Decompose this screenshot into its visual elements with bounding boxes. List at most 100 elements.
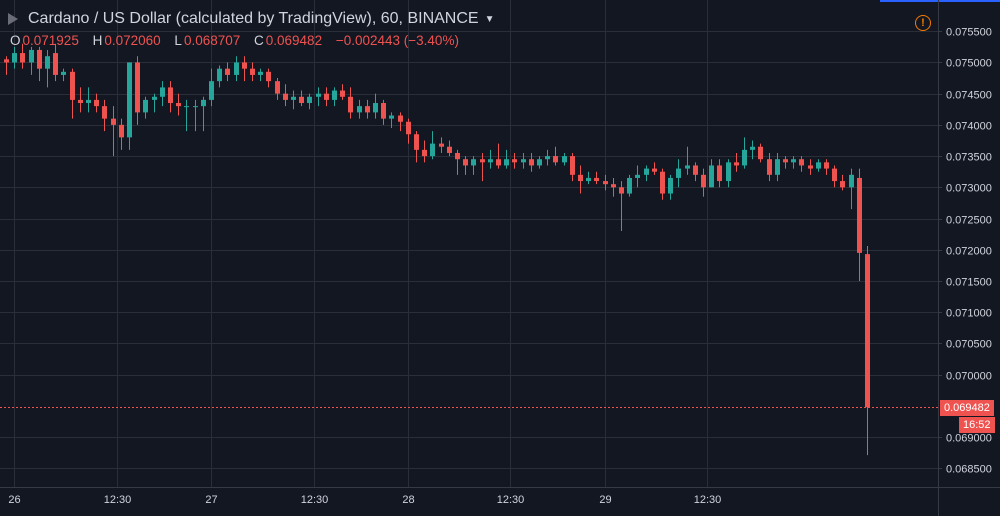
candle: [685, 146, 690, 175]
time-tick-label: 12:30: [301, 494, 329, 506]
candle: [652, 162, 657, 175]
high-label: H: [92, 33, 103, 48]
candle-body: [291, 96, 296, 100]
candle: [250, 62, 255, 82]
candle-body: [512, 159, 517, 163]
candle-body: [775, 159, 780, 175]
candle: [94, 93, 99, 113]
low-label: L: [174, 33, 182, 48]
candle-body: [299, 96, 304, 104]
flag-icon[interactable]: [8, 13, 20, 25]
candle: [381, 99, 386, 125]
symbol-title[interactable]: Cardano / US Dollar (calculated by Tradi…: [28, 10, 479, 27]
candle-body: [94, 99, 99, 107]
candle-body: [594, 177, 599, 182]
candle-body: [750, 146, 755, 150]
candle-body: [709, 165, 714, 188]
candle-body: [119, 124, 124, 138]
candle-body: [348, 96, 353, 113]
candle: [488, 149, 493, 169]
candle: [348, 87, 353, 119]
candle-body: [406, 121, 411, 135]
candle-body: [578, 174, 583, 182]
candle-body: [799, 159, 804, 166]
candle-body: [61, 71, 66, 75]
candle: [291, 90, 296, 110]
time-tick-label: 28: [402, 494, 414, 506]
candle-body: [808, 165, 813, 169]
candle-body: [176, 103, 181, 107]
candle-body: [767, 159, 772, 175]
candle: [184, 99, 189, 132]
candle-body: [644, 168, 649, 175]
candle-body: [463, 159, 468, 166]
candle-body: [824, 162, 829, 169]
price-tick-label: 0.071500: [946, 277, 992, 289]
top-accent-bar: [880, 0, 1000, 2]
candle-body: [611, 184, 616, 188]
warning-icon[interactable]: !: [915, 15, 931, 31]
open-value: 0.071925: [22, 33, 79, 48]
candle-body: [603, 181, 608, 185]
candle-body: [12, 53, 17, 63]
candle: [775, 152, 780, 182]
candle: [586, 171, 591, 185]
candle: [750, 140, 755, 160]
candle: [357, 99, 362, 119]
candle-body: [152, 96, 157, 100]
candle: [545, 149, 550, 166]
price-tick-label: 0.074000: [946, 121, 992, 133]
candle-body: [627, 177, 632, 194]
candle: [299, 90, 304, 107]
price-tick-label: 0.071000: [946, 308, 992, 320]
candle: [521, 152, 526, 169]
candle: [668, 174, 673, 200]
candle: [12, 46, 17, 69]
candle: [119, 118, 124, 150]
candle: [553, 146, 558, 166]
candle-body: [504, 159, 509, 166]
candle-body: [668, 177, 673, 194]
candle: [693, 162, 698, 182]
candle: [824, 159, 829, 175]
candle: [439, 137, 444, 153]
chevron-down-icon[interactable]: ▼: [484, 13, 495, 25]
candle: [365, 99, 370, 119]
close-label: C: [254, 33, 264, 48]
candle-body: [701, 174, 706, 188]
candle-body: [832, 168, 837, 182]
price-tick-label: 0.073000: [946, 183, 992, 195]
candle-body: [521, 159, 526, 163]
candle: [307, 93, 312, 110]
candle-body: [381, 103, 386, 119]
candle-body: [398, 115, 403, 122]
candle-body: [849, 174, 854, 188]
high-value: 0.072060: [104, 33, 161, 48]
candle-body: [160, 87, 165, 97]
price-tick-label: 0.068500: [946, 464, 992, 476]
chart-header[interactable]: Cardano / US Dollar (calculated by Tradi…: [8, 10, 494, 28]
candle: [471, 156, 476, 175]
candle-body: [471, 159, 476, 166]
candle-body: [340, 90, 345, 97]
candle: [53, 43, 58, 82]
candle-body: [135, 62, 140, 113]
candle-body: [217, 68, 222, 82]
candle-body: [693, 165, 698, 175]
candle-body: [275, 81, 280, 94]
time-tick-label: 12:30: [694, 494, 722, 506]
candle: [840, 174, 845, 191]
candle-body: [168, 87, 173, 104]
candle: [709, 159, 714, 188]
candle-body: [635, 174, 640, 178]
price-tick-label: 0.072500: [946, 215, 992, 227]
price-tick-label: 0.074500: [946, 90, 992, 102]
candle-body: [840, 181, 845, 188]
candle-body: [717, 165, 722, 182]
candle: [758, 143, 763, 163]
candle: [332, 87, 337, 107]
candle: [266, 68, 271, 88]
candle-body: [537, 159, 542, 166]
